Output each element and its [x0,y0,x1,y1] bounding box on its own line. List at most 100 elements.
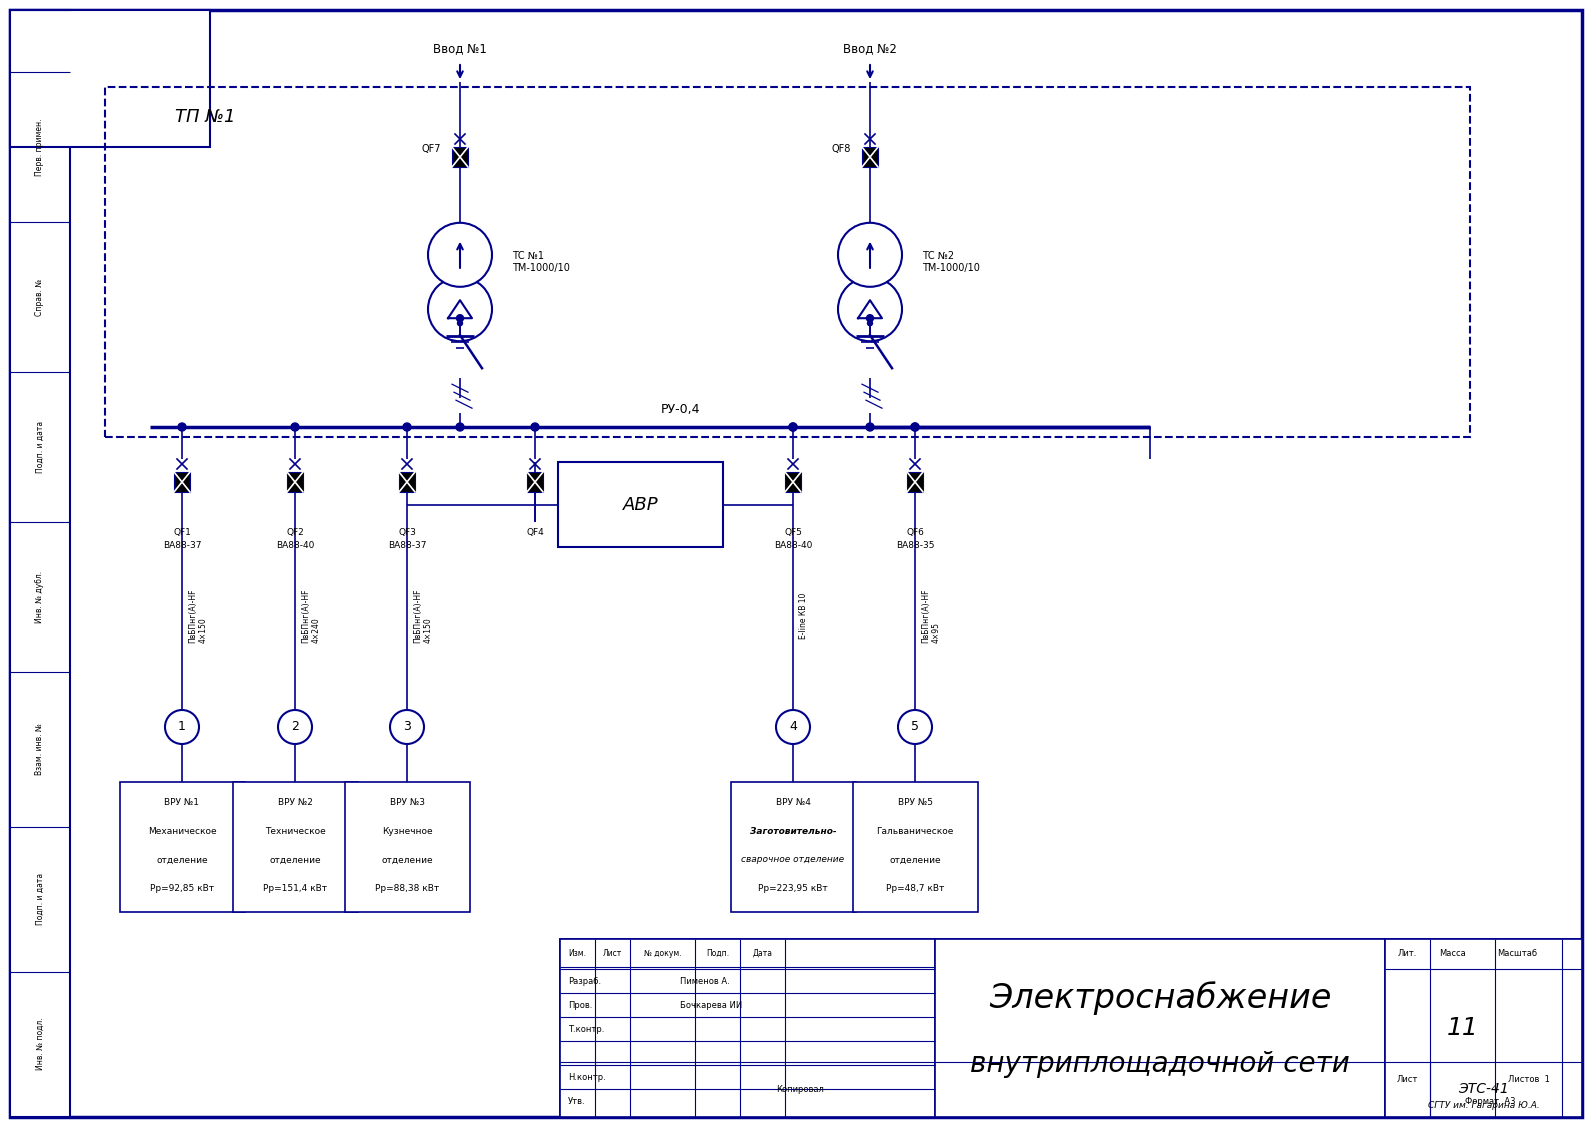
Bar [344,782,470,912]
Text: ВРУ №2: ВРУ №2 [277,798,312,807]
Text: отделение: отделение [380,855,433,864]
Bar [400,472,416,492]
Bar [731,782,855,912]
Bar [861,147,879,167]
Text: Масса: Масса [1439,950,1465,958]
Text: ВА88-40: ВА88-40 [275,541,314,550]
Bar [785,472,801,492]
Text: QF7: QF7 [422,144,441,154]
Text: отделение: отделение [890,855,941,864]
Text: Пименов А.: Пименов А. [680,976,729,985]
Text: Ввод №2: Ввод №2 [844,43,896,55]
Text: Электроснабжение: Электроснабжение [989,980,1331,1014]
Text: сварочное отделение: сварочное отделение [742,855,845,864]
Circle shape [837,223,903,286]
Text: Т.контр.: Т.контр. [568,1024,605,1033]
Text: отделение: отделение [156,855,209,864]
Circle shape [790,423,798,431]
Text: Механическое: Механическое [148,826,217,835]
Text: Рр=223,95 кВт: Рр=223,95 кВт [758,885,828,894]
Bar [852,782,977,912]
Bar [10,10,210,147]
Text: Рр=48,7 кВт: Рр=48,7 кВт [885,885,944,894]
Text: 4: 4 [790,720,798,734]
Text: Рр=92,85 кВт: Рр=92,85 кВт [150,885,213,894]
Circle shape [457,321,463,326]
Text: АВР: АВР [622,496,659,514]
Text: QF8: QF8 [833,144,852,154]
Circle shape [790,423,798,431]
Text: ПвБПнг(А)-HF
4×150: ПвБПнг(А)-HF 4×150 [188,588,207,642]
Text: СГТУ им. Гагарина Ю.А.: СГТУ им. Гагарина Ю.А. [1428,1100,1539,1109]
Text: QF3: QF3 [398,527,416,536]
Text: Подп. и дата: Подп. и дата [35,421,45,473]
Text: ВА88-40: ВА88-40 [774,541,812,550]
Circle shape [837,277,903,341]
Text: Техническое: Техническое [264,826,325,835]
Text: Рр=88,38 кВт: Рр=88,38 кВт [374,885,439,894]
Text: 1: 1 [178,720,186,734]
Text: QF6: QF6 [906,527,923,536]
Text: Утв.: Утв. [568,1097,586,1106]
Text: Рр=151,4 кВт: Рр=151,4 кВт [263,885,326,894]
Text: ВРУ №5: ВРУ №5 [898,798,933,807]
Bar [287,472,302,492]
Text: ВРУ №4: ВРУ №4 [775,798,810,807]
Bar [527,472,543,492]
Text: ЭТС-41: ЭТС-41 [1458,1082,1509,1095]
Text: Разраб.: Разраб. [568,976,602,985]
Bar [560,939,935,1117]
Bar [119,782,245,912]
Text: Подп.: Подп. [705,949,729,958]
Text: Пров.: Пров. [568,1001,592,1010]
Text: Гальваническое: Гальваническое [876,826,954,835]
Bar [452,147,468,167]
Text: QF1: QF1 [174,527,191,536]
Text: Формат  А3: Формат А3 [1465,1098,1516,1107]
Text: ВА88-37: ВА88-37 [388,541,427,550]
Circle shape [868,321,872,326]
Circle shape [291,423,299,431]
Circle shape [775,710,810,744]
Text: Инв. № дубл.: Инв. № дубл. [35,571,45,623]
Text: Дата: Дата [753,949,772,958]
Bar [1385,939,1582,1117]
Text: ТП №1: ТП №1 [175,108,236,126]
Text: РУ-0,4: РУ-0,4 [661,402,700,416]
Text: Справ. №: Справ. № [35,278,45,316]
Text: 5: 5 [911,720,919,734]
Circle shape [166,710,199,744]
Circle shape [390,710,423,744]
Text: Н.контр.: Н.контр. [568,1073,605,1082]
Text: Лист: Лист [1396,1074,1418,1083]
Text: 11: 11 [1447,1017,1479,1040]
Circle shape [178,423,186,431]
Text: Лист: Лист [603,949,622,958]
Text: № докум.: № докум. [643,949,681,958]
Text: ВА88-35: ВА88-35 [896,541,935,550]
Bar [559,462,723,547]
Circle shape [532,423,540,431]
Text: Взам. инв. №: Взам. инв. № [35,724,45,775]
Bar [10,10,70,1117]
Text: E-line КВ 10: E-line КВ 10 [799,593,809,639]
Text: отделение: отделение [269,855,322,864]
Text: Перв. примен.: Перв. примен. [35,118,45,176]
Text: ПвБПнг(А)-HF
4×95: ПвБПнг(А)-HF 4×95 [922,588,941,642]
Circle shape [457,314,463,321]
Text: Заготовительно-: Заготовительно- [750,826,836,835]
Text: Масштаб: Масштаб [1496,950,1536,958]
Circle shape [911,423,919,431]
Circle shape [911,423,919,431]
Circle shape [403,423,411,431]
Text: QF4: QF4 [525,527,544,536]
Text: 2: 2 [291,720,299,734]
Bar [232,782,358,912]
Text: 3: 3 [403,720,411,734]
Bar [174,472,189,492]
Circle shape [455,423,463,431]
Text: Бочкарева ИИ: Бочкарева ИИ [680,1001,742,1010]
Text: ТС №2
ТМ-1000/10: ТС №2 ТМ-1000/10 [922,251,979,273]
Circle shape [898,710,931,744]
Circle shape [428,223,492,286]
